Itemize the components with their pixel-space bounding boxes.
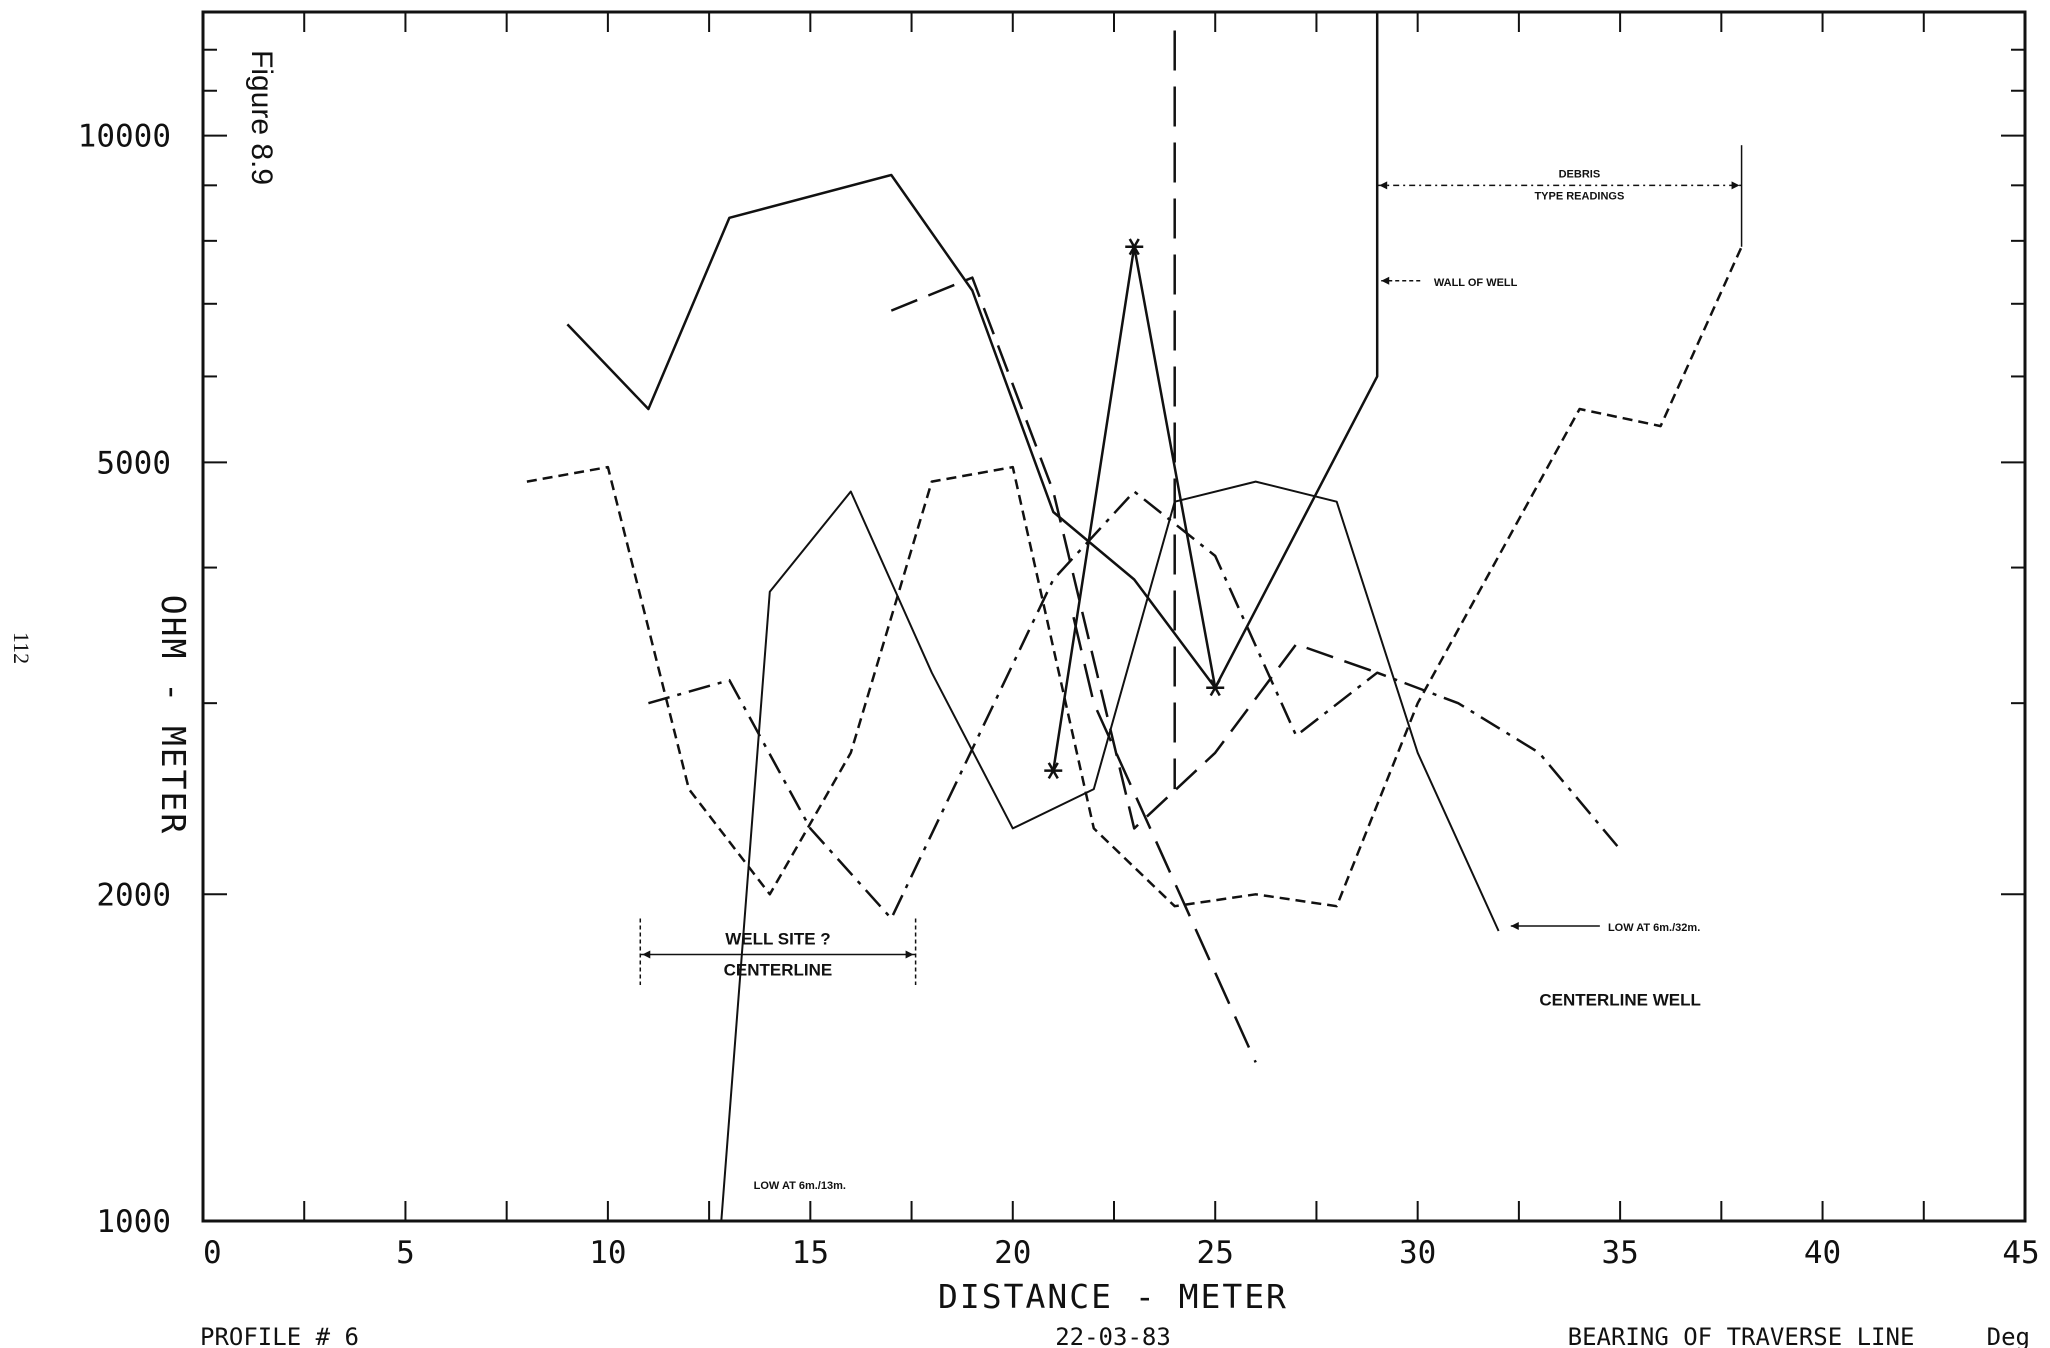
plot-border <box>201 10 2027 1223</box>
star-marker <box>1125 238 1144 256</box>
arrow-head <box>1731 181 1740 190</box>
series-line-6 <box>890 276 1378 830</box>
centerline-label: CENTERLINE <box>724 961 833 980</box>
x-tick-label: 0 <box>203 1235 222 1271</box>
footer-bearing: BEARING OF TRAVERSE LINE ___ Deg <box>1568 1323 2030 1348</box>
wall-of-well-label: WALL OF WELL <box>1434 277 1518 289</box>
debris-label: DEBRIS <box>1559 168 1601 180</box>
well-site-label: WELL SITE ? <box>725 930 830 949</box>
x-tick-label: 15 <box>792 1235 829 1271</box>
centerline-well-label: CENTERLINE WELL <box>1539 990 1701 1009</box>
x-axis-title: DISTANCE - METER <box>938 1277 1288 1316</box>
series-line-7 <box>1072 616 1257 1063</box>
annotations: DEBRIS TYPE READINGS WALL OF WELL WELL SITE… <box>639 145 1743 1192</box>
x-tick-label: 25 <box>1197 1235 1234 1271</box>
arrow-head <box>1510 921 1519 930</box>
y-tick-label: 1000 <box>96 1204 171 1240</box>
footer-date: 22-03-83 <box>1055 1323 1171 1348</box>
plot-frame <box>201 10 2027 1223</box>
y-tick-label: 5000 <box>96 445 171 481</box>
type-readings-label: TYPE READINGS <box>1534 190 1624 202</box>
series-line-3 <box>720 480 1500 1222</box>
series-line-4 <box>526 246 1743 908</box>
y-tick-label: 10000 <box>78 119 171 155</box>
low-32-label: LOW AT 6m./32m. <box>1608 922 1700 934</box>
footer-profile: PROFILE # 6 <box>200 1323 359 1348</box>
x-tick-label: 5 <box>396 1235 415 1271</box>
x-tick-label: 30 <box>1399 1235 1436 1271</box>
page-number: 112 <box>9 632 34 664</box>
axis-ticks: 0 5 10 15 20 25 30 35 40 45 1000 2000 5000 10000 <box>78 11 2040 1271</box>
series-line-1 <box>566 173 1217 689</box>
figure-label: Figure 8.9 <box>245 50 278 185</box>
arrow-head <box>1379 181 1388 190</box>
series-line-5 <box>648 490 1622 920</box>
low-13-label: LOW AT 6m./13m. <box>754 1180 846 1192</box>
arrow-head <box>905 950 914 959</box>
x-tick-label: 45 <box>2002 1235 2039 1271</box>
x-tick-label: 40 <box>1804 1235 1841 1271</box>
star-marker <box>1044 762 1063 780</box>
y-tick-label: 2000 <box>96 877 171 913</box>
arrow-head <box>1381 276 1390 285</box>
x-tick-label: 35 <box>1601 1235 1638 1271</box>
x-tick-label: 10 <box>589 1235 626 1271</box>
y-axis-title: OHM - METER <box>154 595 193 836</box>
data-series <box>526 12 1743 1222</box>
star-marker <box>1206 679 1225 697</box>
x-tick-label: 20 <box>994 1235 1031 1271</box>
arrow-head <box>642 950 651 959</box>
